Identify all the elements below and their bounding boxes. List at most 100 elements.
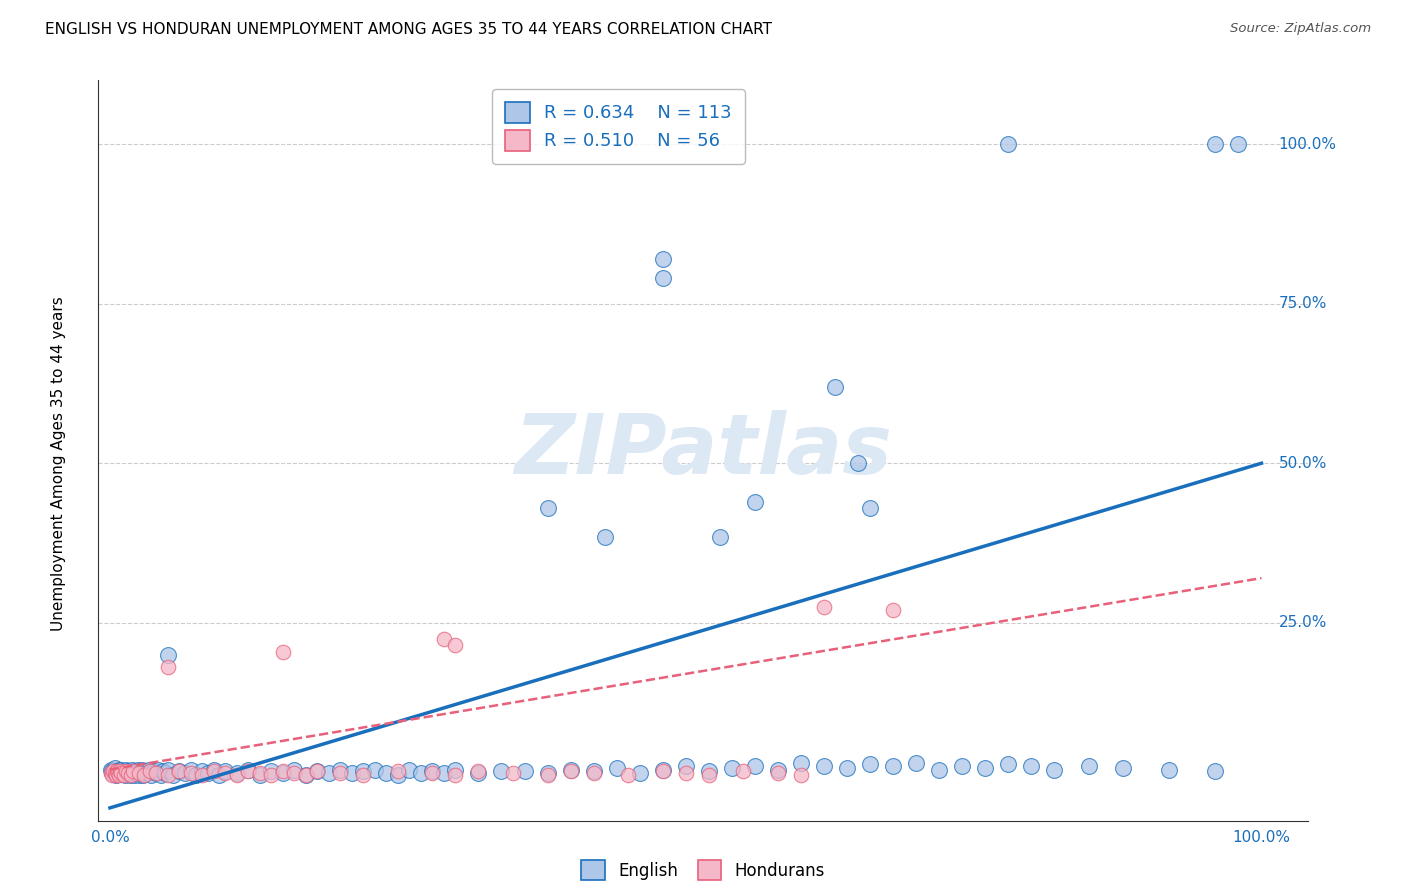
Text: ENGLISH VS HONDURAN UNEMPLOYMENT AMONG AGES 35 TO 44 YEARS CORRELATION CHART: ENGLISH VS HONDURAN UNEMPLOYMENT AMONG A… — [45, 22, 772, 37]
Point — [882, 759, 904, 773]
Point — [103, 765, 125, 780]
Point — [138, 763, 160, 777]
Point — [214, 764, 236, 778]
Point — [697, 767, 720, 781]
Point — [1227, 137, 1250, 152]
Point — [120, 765, 142, 780]
Point — [606, 761, 628, 775]
Point — [675, 759, 697, 773]
Point — [329, 763, 352, 777]
Point — [1159, 763, 1181, 777]
Text: Source: ZipAtlas.com: Source: ZipAtlas.com — [1230, 22, 1371, 36]
Point — [813, 759, 835, 773]
Point — [974, 761, 997, 775]
Point — [191, 767, 214, 781]
Point — [859, 500, 882, 515]
Point — [1204, 137, 1226, 152]
Point — [107, 765, 129, 780]
Point — [790, 756, 813, 771]
Point — [128, 765, 150, 780]
Point — [162, 767, 184, 781]
Point — [1077, 759, 1099, 773]
Point — [131, 763, 153, 777]
Point — [118, 767, 141, 781]
Point — [155, 765, 177, 780]
Point — [744, 494, 766, 508]
Text: 0.0%: 0.0% — [90, 830, 129, 846]
Point — [375, 765, 398, 780]
Point — [135, 765, 157, 780]
Point — [651, 252, 673, 266]
Point — [108, 767, 131, 781]
Point — [122, 765, 145, 780]
Point — [283, 765, 305, 780]
Text: 25.0%: 25.0% — [1279, 615, 1327, 631]
Point — [882, 603, 904, 617]
Point — [134, 767, 156, 781]
Point — [111, 765, 134, 780]
Point — [110, 765, 132, 780]
Point — [249, 765, 271, 780]
Point — [340, 765, 363, 780]
Point — [307, 764, 329, 778]
Point — [108, 763, 131, 777]
Legend: English, Hondurans: English, Hondurans — [575, 854, 831, 887]
Point — [105, 764, 128, 778]
Point — [387, 764, 409, 778]
Point — [132, 767, 155, 781]
Point — [122, 767, 145, 781]
Point — [180, 763, 202, 777]
Point — [536, 765, 558, 780]
Point — [114, 767, 136, 781]
Point — [141, 767, 163, 781]
Point — [142, 764, 165, 778]
Point — [387, 767, 409, 781]
Point — [536, 500, 558, 515]
Point — [651, 764, 673, 778]
Point — [628, 765, 651, 780]
Point — [129, 765, 152, 780]
Point — [675, 765, 697, 780]
Point — [744, 759, 766, 773]
Text: 100.0%: 100.0% — [1279, 136, 1337, 152]
Point — [127, 763, 149, 777]
Point — [444, 767, 467, 781]
Point — [156, 660, 179, 674]
Point — [191, 764, 214, 778]
Point — [115, 763, 138, 777]
Point — [422, 765, 444, 780]
Point — [100, 765, 122, 780]
Point — [352, 764, 374, 778]
Text: ZIPatlas: ZIPatlas — [515, 410, 891, 491]
Point — [104, 767, 127, 781]
Point — [444, 638, 467, 652]
Point — [225, 765, 247, 780]
Point — [271, 764, 294, 778]
Point — [848, 456, 870, 470]
Point — [697, 764, 720, 778]
Point — [766, 763, 789, 777]
Point — [110, 764, 132, 778]
Point — [766, 765, 789, 780]
Point — [120, 767, 142, 781]
Text: 100.0%: 100.0% — [1233, 830, 1291, 846]
Point — [720, 761, 742, 775]
Point — [145, 765, 167, 780]
Text: Unemployment Among Ages 35 to 44 years: Unemployment Among Ages 35 to 44 years — [51, 296, 66, 631]
Point — [651, 271, 673, 285]
Point — [115, 764, 138, 778]
Point — [271, 644, 294, 658]
Point — [236, 763, 259, 777]
Point — [186, 767, 208, 781]
Point — [148, 763, 170, 777]
Point — [134, 764, 156, 778]
Point — [125, 765, 148, 780]
Point — [104, 767, 127, 781]
Point — [409, 765, 432, 780]
Point — [156, 767, 179, 781]
Point — [536, 767, 558, 781]
Point — [422, 764, 444, 778]
Point — [835, 761, 858, 775]
Point — [859, 757, 882, 772]
Point — [180, 765, 202, 780]
